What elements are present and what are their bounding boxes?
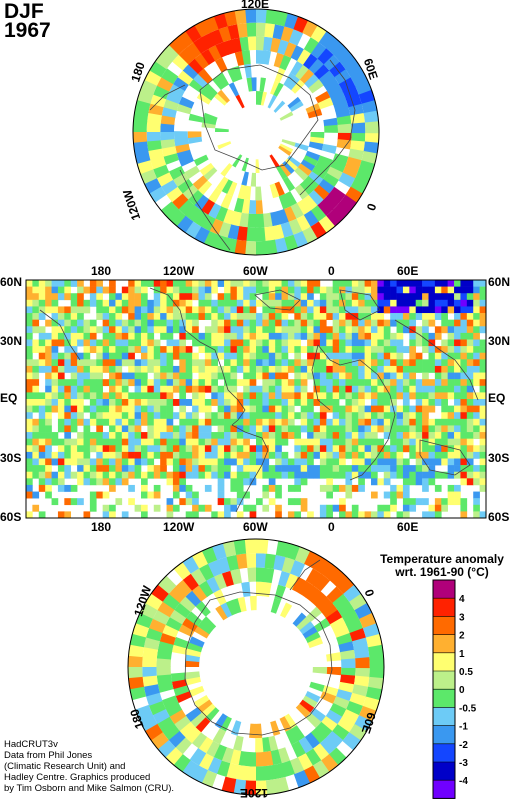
legend-title-line2: wrt. 1961-90 (°C) [395,565,489,579]
legend-tick-label: 0.5 [459,667,473,678]
legend-swatch [433,634,455,654]
legend-swatch [433,762,455,781]
gm-bottom-lon-0: 0 [328,520,335,534]
gm-right-lat-eq: EQ [488,391,506,405]
legend-tick-label: 1 [459,649,465,660]
global-anomaly-map [25,279,487,519]
gm-top-lon-0: 0 [328,264,335,278]
legend-swatch [433,652,455,672]
gm-bottom-lon-120w: 120W [163,520,195,534]
legend-tick-label: 0 [459,685,465,696]
legend-swatch [433,616,455,636]
legend-title-line1: Temperature anomaly [380,552,504,566]
season-label: DJF [4,0,44,23]
gm-top-lon-60e: 60E [397,264,419,278]
gm-bottom-lon-180: 180 [91,520,112,534]
gm-left-lat-60s: 60S [0,510,22,524]
sp-lon-label-120e: 120E [240,786,269,800]
gm-top-lon-60w: 60W [243,264,268,278]
credits-line-4: Hadley Centre. Graphics produced [4,772,151,783]
legend-swatch [433,743,455,763]
gm-left-lat-30n: 30N [0,334,23,348]
credits-line-2: Data from Phil Jones [4,750,93,761]
gm-right-lat-30n: 30N [488,334,511,348]
legend-swatch [433,707,455,727]
gm-top-lon-120w: 120W [163,264,195,278]
gm-left-lat-60n: 60N [0,275,23,289]
gm-right-lat-30s: 30S [488,451,510,465]
legend-swatch [433,671,455,690]
gm-right-lat-60n: 60N [488,275,511,289]
gm-top-lon-180: 180 [91,264,112,278]
credits-line-3: (Climatic Research Unit) and [4,761,126,772]
legend-tick-label: 3 [459,612,465,623]
legend-swatch [433,580,455,599]
south-polar-map [127,538,385,796]
legend-swatch [433,689,455,708]
credits: HadCRUT3v Data from Phil Jones (Climatic… [4,739,224,794]
legend-tick-label: -3 [459,758,468,769]
legend-swatch [433,725,455,745]
legend-tick-label: -2 [459,740,468,751]
legend-title: Temperature anomaly wrt. 1961-90 (°C) [372,553,512,579]
color-legend: 4 3 2 1 0.5 0 -0.5 -1 -2 -3 -4 [432,579,477,799]
gm-bottom-lon-60e: 60E [397,520,419,534]
gm-right-lat-60s: 60S [488,510,510,524]
np-lon-label-120e: 120E [241,0,270,11]
gm-left-lat-eq: EQ [0,391,18,405]
legend-tick-label: 2 [459,631,465,642]
legend-tick-label: -4 [459,776,468,787]
gm-left-lat-30s: 30S [0,451,22,465]
north-polar-map [132,8,380,256]
credits-line-1: HadCRUT3v [4,739,58,750]
legend-tick-label: 4 [459,594,465,605]
legend-swatch [433,780,455,799]
legend-tick-label: -0.5 [459,703,477,714]
legend-swatch [433,598,455,617]
credits-line-5: by Tim Osborn and Mike Salmon (CRU). [4,783,174,794]
legend-tick-label: -1 [459,722,468,733]
map-title: DJF 1967 [4,0,51,42]
gm-bottom-lon-60w: 60W [243,520,268,534]
year-label: 1967 [4,19,51,42]
